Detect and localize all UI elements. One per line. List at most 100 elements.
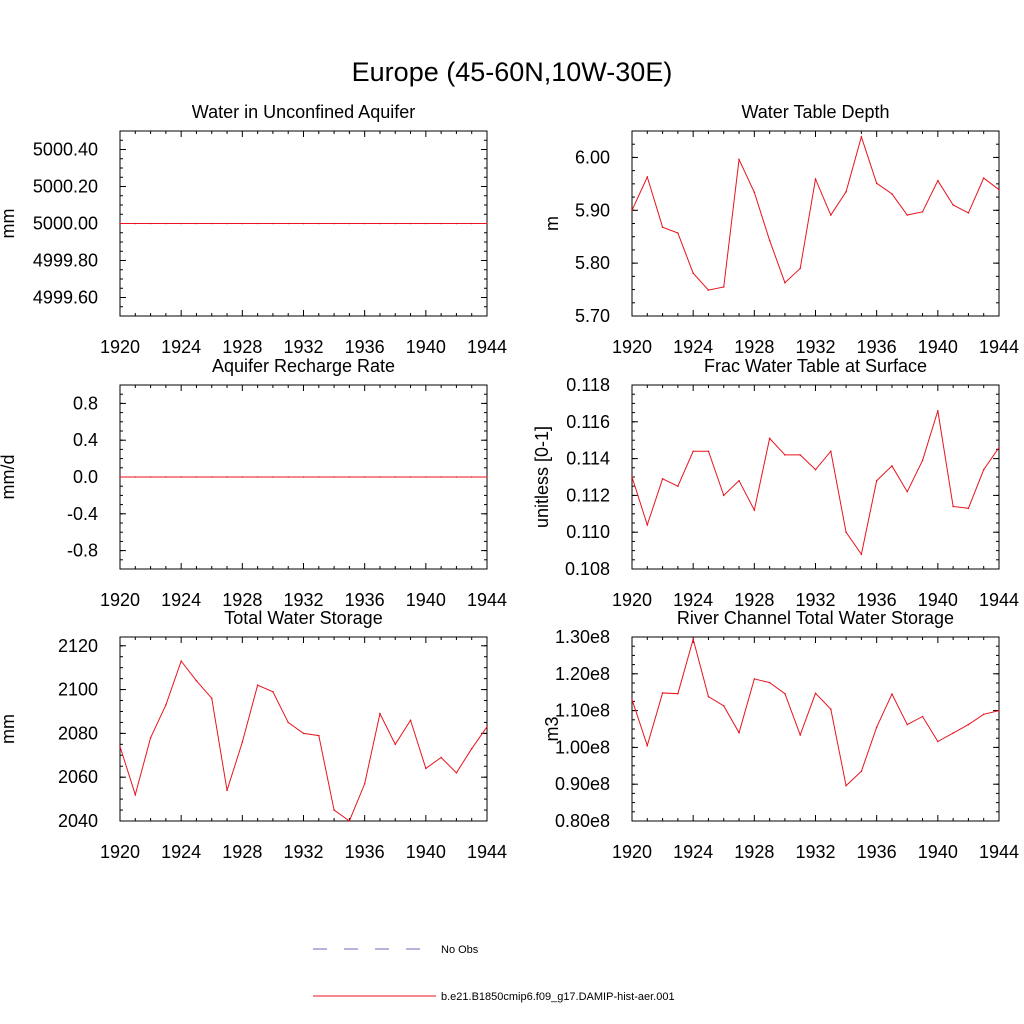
data-point bbox=[860, 553, 863, 556]
panel-title: Water Table Depth bbox=[741, 102, 889, 122]
y-tick-label: -0.8 bbox=[67, 541, 98, 561]
y-tick-label: 0.80e8 bbox=[555, 811, 610, 831]
y-tick-label: 0.4 bbox=[73, 430, 98, 450]
data-point bbox=[165, 704, 167, 706]
data-point bbox=[302, 222, 305, 225]
data-point bbox=[486, 726, 488, 728]
data-point bbox=[661, 478, 664, 480]
data-point bbox=[287, 222, 290, 225]
data-point bbox=[784, 281, 786, 284]
data-point bbox=[409, 719, 412, 722]
data-point bbox=[998, 188, 1000, 191]
data-point bbox=[753, 191, 756, 194]
panel-title: Total Water Storage bbox=[224, 608, 382, 628]
y-tick-label: 0.116 bbox=[566, 412, 610, 432]
data-point bbox=[753, 509, 756, 511]
y-tick-label: 1.20e8 bbox=[555, 664, 610, 684]
data-point bbox=[784, 692, 786, 695]
data-point bbox=[891, 465, 893, 467]
y-tick-label: 2040 bbox=[58, 811, 98, 831]
data-point bbox=[180, 476, 182, 478]
series-line bbox=[119, 660, 488, 822]
x-tick-label: 1932 bbox=[283, 590, 323, 610]
data-point bbox=[845, 531, 847, 533]
y-axis-label: m bbox=[542, 216, 562, 231]
series-line bbox=[631, 410, 1000, 556]
x-tick-label: 1944 bbox=[979, 590, 1019, 610]
data-point bbox=[631, 698, 633, 701]
data-point bbox=[302, 476, 305, 478]
x-tick-label: 1920 bbox=[612, 590, 652, 610]
y-tick-label: 2120 bbox=[58, 636, 98, 656]
x-tick-label: 1920 bbox=[612, 337, 652, 357]
data-point bbox=[661, 692, 664, 694]
data-point bbox=[165, 476, 167, 478]
data-point bbox=[195, 222, 198, 225]
data-point bbox=[394, 222, 397, 225]
y-tick-label: 5.80 bbox=[575, 253, 610, 273]
y-tick-label: 1.30e8 bbox=[555, 627, 610, 647]
data-point bbox=[455, 222, 458, 225]
x-tick-label: 1944 bbox=[467, 337, 507, 357]
data-point bbox=[119, 745, 121, 748]
y-tick-label: 0.108 bbox=[565, 559, 610, 579]
chart-panel-3: Aquifer Recharge Rate 1920 1924 1928 1932 193… bbox=[0, 356, 507, 610]
data-point bbox=[272, 222, 274, 225]
data-point bbox=[891, 193, 893, 195]
y-tick-label: 2060 bbox=[58, 767, 98, 787]
data-point bbox=[860, 136, 863, 138]
data-point bbox=[302, 732, 305, 735]
data-point bbox=[394, 476, 397, 478]
x-tick-label: 1940 bbox=[918, 590, 958, 610]
x-tick-label: 1928 bbox=[734, 337, 774, 357]
data-point bbox=[921, 715, 924, 718]
data-point bbox=[425, 767, 427, 770]
data-point bbox=[210, 476, 213, 478]
y-axis-label: mm bbox=[0, 209, 18, 239]
data-point bbox=[333, 476, 335, 478]
data-point bbox=[692, 450, 694, 453]
data-point bbox=[363, 476, 366, 478]
data-point bbox=[317, 476, 320, 478]
x-tick-label: 1924 bbox=[673, 590, 713, 610]
data-point bbox=[210, 697, 213, 700]
data-point bbox=[425, 222, 427, 225]
data-point bbox=[998, 446, 1000, 449]
data-point bbox=[937, 409, 939, 412]
data-point bbox=[829, 214, 832, 216]
data-point bbox=[409, 476, 412, 478]
data-point bbox=[317, 222, 320, 225]
data-point bbox=[707, 289, 710, 291]
data-point bbox=[348, 476, 351, 478]
y-tick-label: 5.90 bbox=[575, 200, 610, 220]
data-point bbox=[906, 214, 909, 216]
data-point bbox=[692, 638, 694, 641]
data-point bbox=[272, 690, 274, 693]
y-tick-label: 1.00e8 bbox=[555, 737, 610, 757]
x-tick-label: 1944 bbox=[467, 842, 507, 862]
x-tick-label: 1928 bbox=[222, 337, 262, 357]
plot-frame bbox=[119, 636, 488, 822]
data-point bbox=[692, 272, 694, 274]
data-point bbox=[875, 182, 878, 185]
y-tick-label: -0.4 bbox=[67, 504, 98, 524]
data-point bbox=[646, 744, 649, 747]
x-tick-label: 1932 bbox=[283, 337, 323, 357]
y-tick-label: 0.8 bbox=[73, 393, 98, 413]
data-point bbox=[317, 734, 320, 737]
data-point bbox=[906, 490, 909, 493]
data-point bbox=[287, 476, 290, 478]
data-point bbox=[379, 222, 381, 225]
data-point bbox=[722, 286, 725, 288]
data-point bbox=[646, 524, 649, 526]
data-point bbox=[256, 222, 259, 225]
data-point bbox=[860, 770, 863, 773]
y-tick-label: 2080 bbox=[58, 723, 98, 743]
x-tick-label: 1920 bbox=[612, 842, 652, 862]
data-point bbox=[379, 476, 381, 478]
x-tick-label: 1940 bbox=[406, 590, 446, 610]
y-tick-label: 4999.80 bbox=[33, 251, 98, 271]
x-tick-label: 1940 bbox=[918, 842, 958, 862]
data-point bbox=[272, 476, 274, 478]
data-point bbox=[486, 222, 488, 225]
